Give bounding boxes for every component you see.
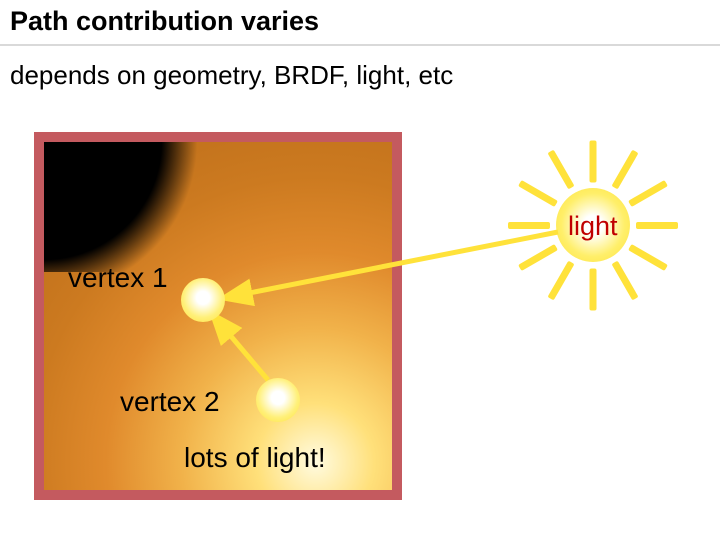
sun-ray (628, 243, 668, 270)
sun-ray (590, 140, 597, 182)
page-title: Path contribution varies (10, 6, 319, 37)
sun-ray (547, 260, 574, 300)
sun-ray (611, 150, 638, 190)
sun-ray (590, 268, 597, 310)
sun-ray (518, 179, 558, 206)
sun-ray (518, 243, 558, 270)
vertex-2-label: vertex 2 (120, 386, 220, 418)
sun-ray (508, 222, 550, 229)
subtitle: depends on geometry, BRDF, light, etc (10, 60, 453, 91)
vertex-1-dot (181, 278, 225, 322)
sun-ray (628, 179, 668, 206)
light-label: light (568, 211, 618, 242)
sun-ray (611, 260, 638, 300)
sun-ray (636, 222, 678, 229)
vertex-2-dot (256, 378, 300, 422)
title-divider (0, 44, 720, 46)
sun-ray (547, 150, 574, 190)
slide-stage: Path contribution varies depends on geom… (0, 0, 720, 540)
vertex-1-label: vertex 1 (68, 262, 168, 294)
rendered-black-corner (44, 142, 264, 272)
lots-of-light-label: lots of light! (184, 442, 326, 474)
